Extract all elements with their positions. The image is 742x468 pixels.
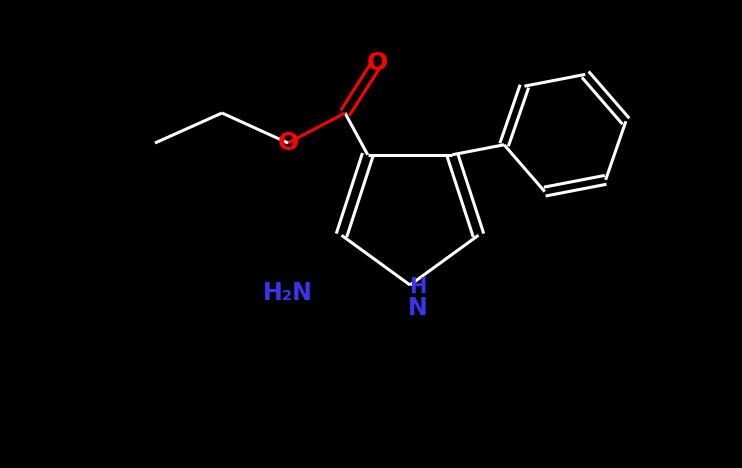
Text: O: O (367, 51, 387, 75)
Text: H: H (410, 277, 427, 297)
Text: O: O (278, 131, 298, 155)
Text: N: N (408, 296, 428, 320)
Text: H₂N: H₂N (263, 281, 313, 305)
